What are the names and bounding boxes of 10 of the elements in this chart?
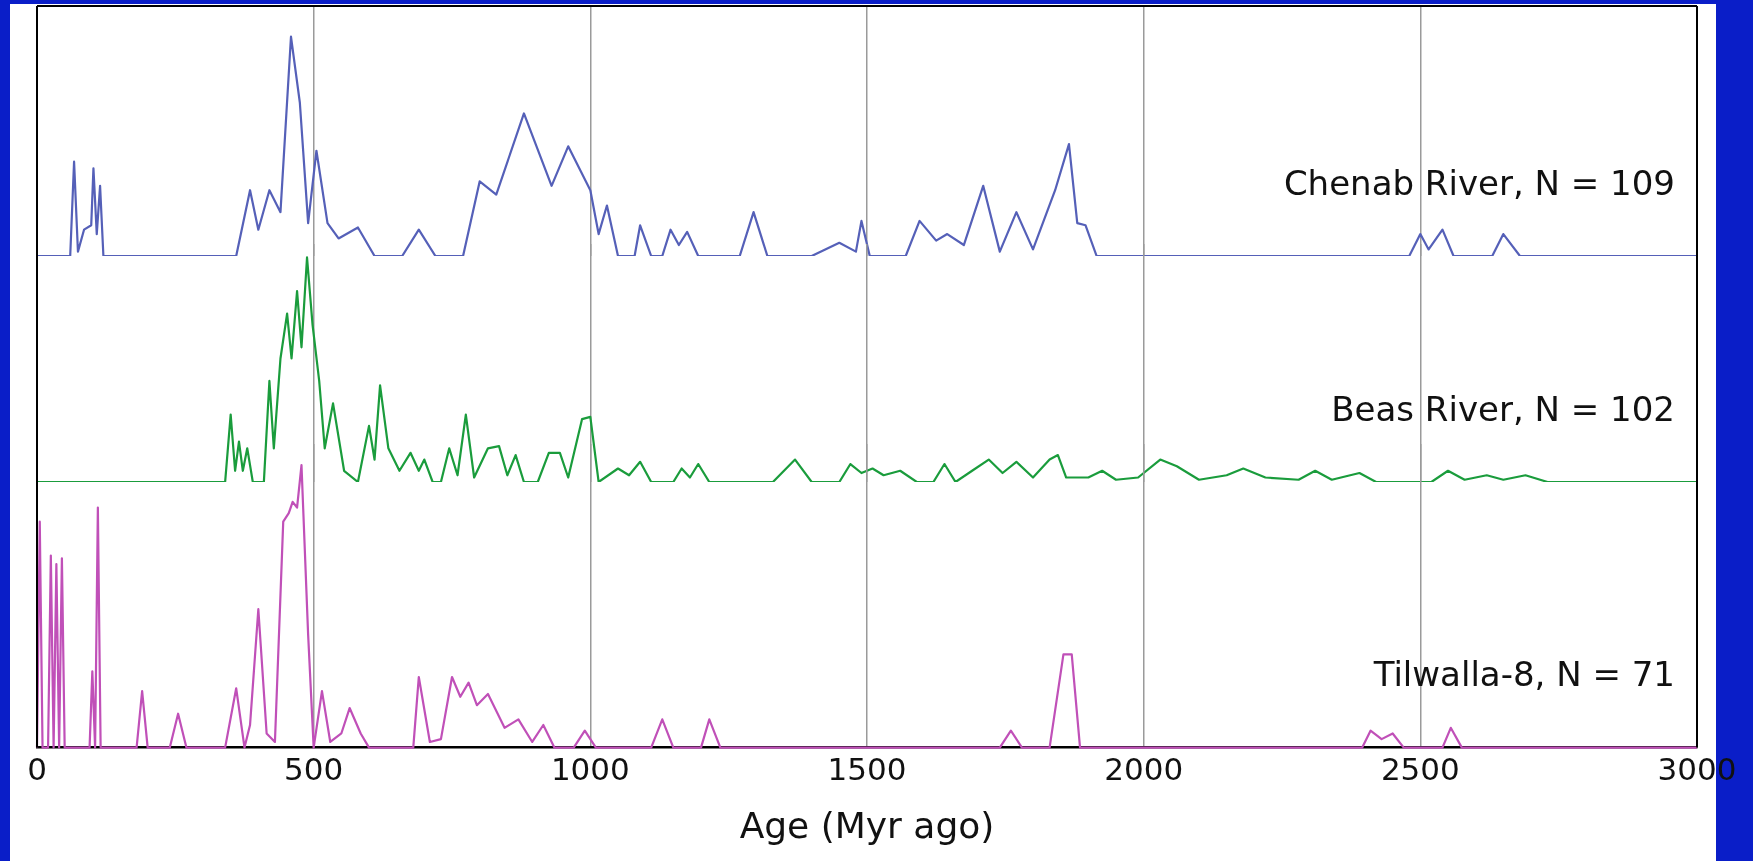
x-tick-label: 0: [27, 751, 47, 788]
x-tick-label: 1500: [827, 751, 907, 788]
series-label: Beas River, N = 102: [1331, 388, 1675, 429]
x-tick-label: 500: [284, 751, 344, 788]
x-tick-label: 2000: [1104, 751, 1184, 788]
x-axis-title: Age (Myr ago): [739, 804, 995, 846]
x-tick-label: 2500: [1380, 751, 1460, 788]
x-tick-label: 1000: [550, 751, 630, 788]
series-label: Chenab River, N = 109: [1283, 162, 1675, 203]
series-label: Tilwalla-8, N = 71: [1372, 654, 1675, 695]
